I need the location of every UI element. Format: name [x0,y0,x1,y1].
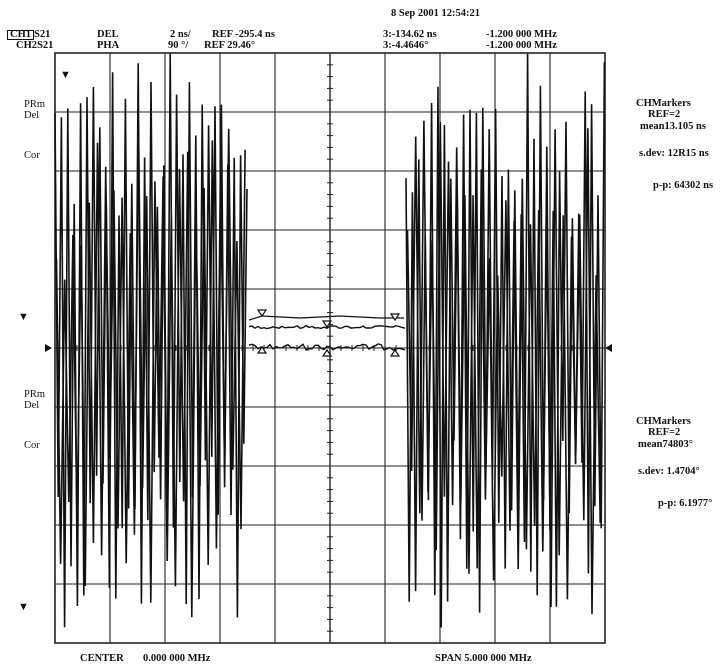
ch1-stats-peak-peak: p-p: 64302 ns [653,180,714,191]
ch1-stats-ref: REF=2 [648,109,681,120]
ch2-marker-frequency: -1.200 000 MHz [486,40,557,51]
ch2-param: S21 [37,40,54,51]
ch1-delay-label: Del [24,110,40,121]
ch2-prm-label: PRm [24,389,46,400]
center-frequency[interactable]: 0.000 000 MHz [143,653,211,664]
ch1-stats-sdev: s.dev: 12R15 ns [639,148,709,159]
ch2-label[interactable]: CH2S21 [16,40,53,51]
trace-flat-upper-envelope [248,315,404,321]
ch1-correction-label: Cor [24,150,40,161]
trace-layer [54,53,606,628]
ch2-stats-peak-peak: p-p: 6.1977° [658,498,713,509]
ch1-marker-readout: 3:-134.62 ns [383,29,437,40]
datetime-label: 8 Sep 2001 12:54:21 [391,8,480,19]
scale-marker-icon: ▼ [18,311,29,323]
ch2-stats-ref: REF=2 [648,427,681,438]
center-label: CENTER [80,653,124,664]
marker-3-triangle [389,313,401,322]
ch2-marker-readout: 3:-4.4646° [383,40,429,51]
ch2-stats-mean: mean74803° [638,439,693,450]
trace-noise-left-a [54,53,248,628]
ch2-correction-label: Cor [24,440,40,451]
ch1-label[interactable]: CH1 S21 [7,29,50,40]
trace-flat-lower [248,343,406,351]
ch2-reference[interactable]: REF 29.46° [204,40,256,51]
ch1-stats-mean: mean13.105 ns [640,121,706,132]
ch1-marker-frequency: -1.200 000 MHz [486,29,557,40]
ch1-param: S21 [34,29,51,40]
ch1-id: CH1 [7,29,34,40]
marker-1-lower-triangle [256,345,268,354]
marker-1-triangle [256,309,268,318]
ch2-stats-sdev: s.dev: 1.4704° [638,466,700,477]
marker-layer: ▼ ▼ ▼ [18,69,612,613]
marker-2-lower-triangle [321,348,333,357]
trace-flat-upper [248,324,406,330]
ch2-scale[interactable]: 90 °/ [168,40,189,51]
ch2-delay-label: Del [24,400,40,411]
scale-marker-icon: ▼ [18,601,29,613]
ch2-format[interactable]: PHA [97,40,120,51]
span-frequency[interactable]: SPAN 5.000 000 MHz [435,653,532,664]
ch1-stats-title: CHMarkers [636,98,691,109]
ref-arrow-right-icon [605,344,612,352]
reference-marker-icon: ▼ [60,69,71,81]
ch1-reference[interactable]: REF -295.4 ns [212,29,275,40]
ch1-scale[interactable]: 2 ns/ [170,29,191,40]
marker-3-lower-triangle [389,348,401,357]
trace-noise-left-b [55,125,246,618]
trace-noise-right-b [406,120,601,615]
ch2-id: CH2 [16,40,37,51]
ref-arrow-left-icon [45,344,52,352]
ch2-stats-title: CHMarkers [636,416,691,427]
ch1-prm-label: PRm [24,99,46,110]
ch1-format[interactable]: DEL [97,29,119,40]
marker-2-triangle [321,320,333,329]
